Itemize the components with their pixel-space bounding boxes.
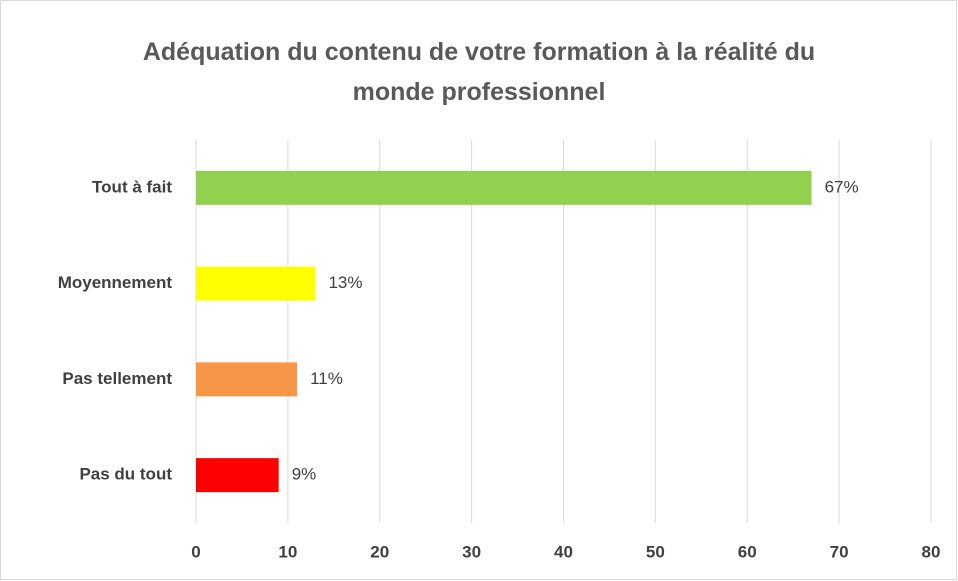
- x-tick-label: 50: [646, 542, 665, 561]
- x-tick-label: 10: [278, 542, 297, 561]
- x-tick-label: 80: [922, 542, 941, 561]
- data-label: 67%: [825, 177, 859, 196]
- x-tick-label: 20: [370, 542, 389, 561]
- x-tick-label: 70: [830, 542, 849, 561]
- y-tick-label: Tout à fait: [92, 177, 172, 196]
- x-tick-label: 40: [554, 542, 573, 561]
- bar: [196, 362, 298, 397]
- y-tick-label: Pas tellement: [62, 369, 172, 388]
- bar: [196, 458, 279, 493]
- data-label: 11%: [310, 369, 343, 388]
- x-tick-label: 30: [462, 542, 481, 561]
- bar: [196, 266, 316, 301]
- chart-title: Adéquation du contenu de votre formation…: [142, 38, 816, 106]
- data-label: 9%: [292, 465, 317, 484]
- x-tick-label: 60: [738, 542, 757, 561]
- data-label: 13%: [328, 273, 362, 292]
- y-tick-label: Pas du tout: [79, 465, 172, 484]
- bar: [196, 170, 812, 205]
- y-tick-label: Moyennement: [58, 273, 173, 292]
- x-tick-label: 0: [191, 542, 200, 561]
